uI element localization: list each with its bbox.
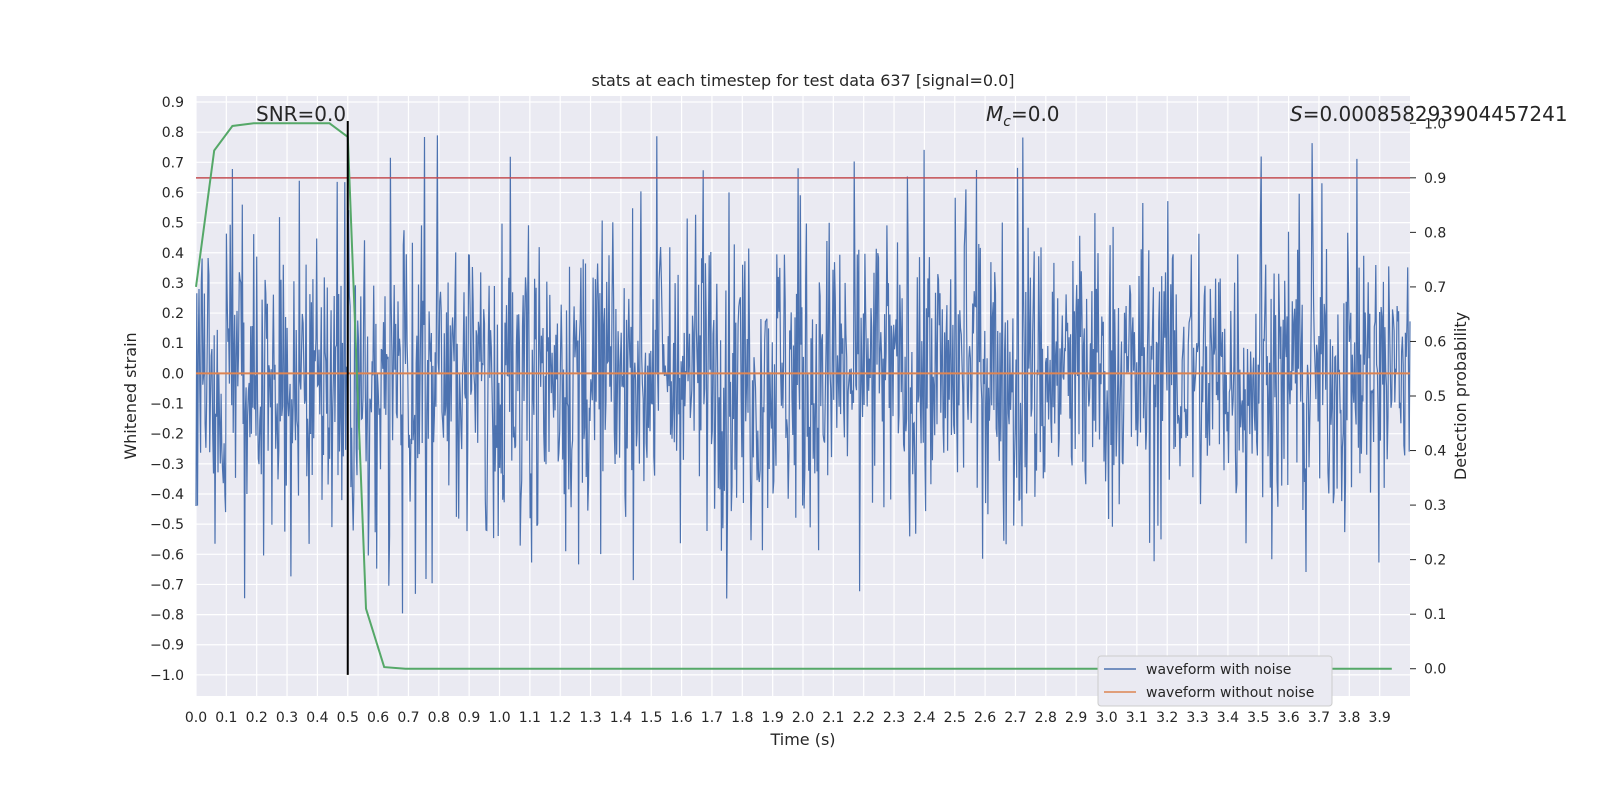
y-tick-label: −0.4 (150, 487, 184, 503)
y-tick-label: 0.9 (162, 95, 184, 111)
x-tick-label: 3.0 (1095, 710, 1117, 726)
y-tick-label: 0.3 (162, 276, 184, 292)
y-tick-label: 0.8 (162, 125, 184, 141)
x-tick-label: 0.8 (428, 710, 450, 726)
waveform-with-noise-line (195, 135, 1411, 614)
y-right-axis-label: Detection probability (1451, 312, 1470, 480)
x-tick-label: 3.2 (1156, 710, 1178, 726)
y-tick-label: 0.4 (162, 246, 184, 262)
x-tick-label: 1.0 (488, 710, 510, 726)
y-tick-label: −0.1 (150, 397, 184, 413)
x-tick-label: 2.7 (1004, 710, 1026, 726)
chart-title: stats at each timestep for test data 637… (591, 71, 1014, 90)
snr-annotation: SNR=0.0 (256, 102, 346, 126)
y-tick-label: −0.6 (150, 547, 184, 563)
x-tick-label: 2.5 (944, 710, 966, 726)
y-right-tick-label: 0.3 (1424, 498, 1446, 514)
y-tick-label: −0.2 (150, 427, 184, 443)
y-right-tick-label: 0.1 (1424, 607, 1446, 623)
y-tick-label: 0.5 (162, 216, 184, 232)
y-right-tick-label: 0.5 (1424, 389, 1446, 405)
mc-symbol: M (986, 102, 1003, 126)
x-tick-label: 1.9 (762, 710, 784, 726)
x-tick-label: 0.6 (367, 710, 389, 726)
x-tick-label: 1.8 (731, 710, 753, 726)
y-tick-label: −0.7 (150, 577, 184, 593)
x-tick-label: 2.4 (913, 710, 935, 726)
x-tick-label: 0.4 (306, 710, 328, 726)
x-tick-label: 3.6 (1277, 710, 1299, 726)
y-tick-label: −0.3 (150, 457, 184, 473)
detection-probability-line (195, 122, 1392, 670)
y-right-tick-label: 0.9 (1424, 171, 1446, 187)
y-right-tick-label: 0.2 (1424, 553, 1446, 569)
y-tick-label: 0.6 (162, 185, 184, 201)
noise-series (195, 135, 1411, 614)
y-right-tick-label: 0.0 (1424, 662, 1446, 678)
y-right-tick-label: 0.6 (1424, 334, 1446, 350)
x-tick-label: 2.2 (853, 710, 875, 726)
s-symbol: S (1290, 102, 1303, 126)
y-tick-labels: 0.9 0.8 0.7 0.6 0.5 0.4 0.3 0.2 0.1 0.0 −0.1 −0.2 −0… (150, 95, 184, 684)
legend: waveform with noise waveform without noi… (1097, 655, 1333, 707)
s-annotation: S=0.000858293904457241 (1290, 102, 1568, 126)
x-tick-label: 3.7 (1308, 710, 1330, 726)
mc-annotation: Mc=0.0 (986, 102, 1060, 130)
x-tick-label: 1.2 (549, 710, 571, 726)
x-tick-label: 3.4 (1217, 710, 1239, 726)
y-tick-label: −0.8 (150, 608, 184, 624)
y-tick-label: 0.0 (162, 366, 184, 382)
x-tick-label: 2.0 (792, 710, 814, 726)
legend-label-noise: waveform with noise (1146, 662, 1291, 678)
x-tick-label: 0.1 (215, 710, 237, 726)
x-tick-label: 3.9 (1369, 710, 1391, 726)
y-right-tick-labels: 1.0 0.9 0.8 0.7 0.6 0.5 0.4 0.3 0.2 0.1 0.0 (1410, 116, 1446, 678)
x-tick-labels: 0.0 0.1 0.2 0.3 0.4 0.5 0.6 0.7 0.8 0.9 1.0 1.1 1.2 1… (185, 710, 1391, 726)
x-tick-label: 3.3 (1186, 710, 1208, 726)
mc-value: =0.0 (1011, 102, 1060, 126)
x-tick-label: 2.1 (822, 710, 844, 726)
x-tick-label: 0.2 (246, 710, 268, 726)
x-tick-label: 1.4 (610, 710, 632, 726)
x-tick-label: 1.5 (640, 710, 662, 726)
x-tick-label: 3.5 (1247, 710, 1269, 726)
s-value: =0.000858293904457241 (1303, 102, 1568, 126)
y-tick-label: −0.9 (150, 638, 184, 654)
y-axis-label: Whitened strain (121, 332, 140, 459)
grid (195, 96, 1410, 696)
x-tick-label: 0.0 (185, 710, 207, 726)
x-tick-label: 2.9 (1065, 710, 1087, 726)
y-right-tick-label: 0.4 (1424, 444, 1446, 460)
x-tick-label: 3.8 (1338, 710, 1360, 726)
y-tick-label: 0.1 (162, 336, 184, 352)
legend-box (1097, 655, 1333, 707)
x-tick-label: 0.7 (397, 710, 419, 726)
x-tick-label: 1.3 (579, 710, 601, 726)
x-tick-label: 2.6 (974, 710, 996, 726)
x-tick-label: 2.8 (1035, 710, 1057, 726)
x-tick-label: 0.5 (337, 710, 359, 726)
legend-label-clean: waveform without noise (1146, 685, 1314, 701)
y-right-tick-label: 0.7 (1424, 280, 1446, 296)
y-tick-label: 0.7 (162, 155, 184, 171)
x-tick-label: 2.3 (883, 710, 905, 726)
x-tick-label: 3.1 (1126, 710, 1148, 726)
x-tick-label: 0.9 (458, 710, 480, 726)
y-right-tick-label: 1.0 (1424, 116, 1446, 132)
line-series (195, 121, 1410, 675)
y-tick-label: 0.2 (162, 306, 184, 322)
mc-subscript: c (1003, 114, 1011, 130)
x-tick-label: 0.3 (276, 710, 298, 726)
y-tick-label: −1.0 (150, 668, 184, 684)
y-right-tick-label: 0.8 (1424, 225, 1446, 241)
y-tick-label: −0.5 (150, 517, 184, 533)
x-tick-label: 1.7 (701, 710, 723, 726)
x-axis-label: Time (s) (769, 730, 835, 749)
x-tick-label: 1.6 (670, 710, 692, 726)
x-tick-label: 1.1 (519, 710, 541, 726)
